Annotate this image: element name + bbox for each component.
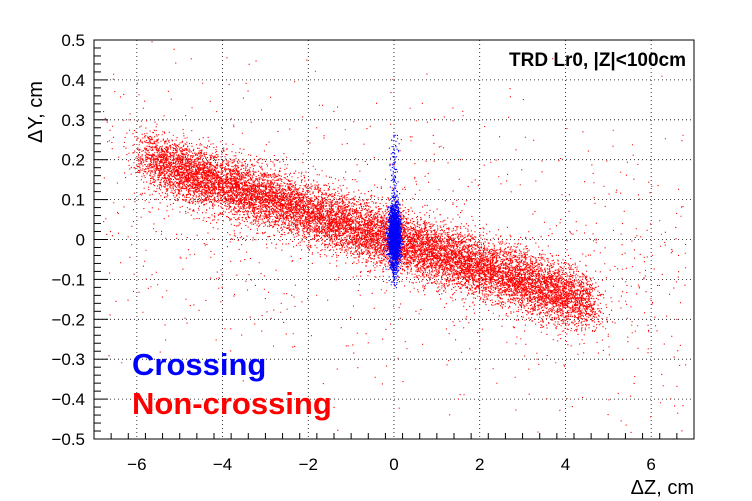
x-tick-label: 0 bbox=[389, 455, 398, 474]
y-tick-label: −0.5 bbox=[51, 430, 85, 449]
y-axis-title: ΔY, cm bbox=[25, 81, 47, 143]
legend-crossing: Crossing bbox=[132, 347, 266, 382]
x-tick-label: −4 bbox=[213, 455, 232, 474]
tick-labels: −6 −4 −2 0 2 4 6 −0.5 −0.4 −0.3 −0.2 −0.1 0 0.1 0.2 0.3… bbox=[51, 31, 655, 474]
x-tick-label: 4 bbox=[561, 455, 570, 474]
x-axis-title: ΔZ, cm bbox=[631, 477, 694, 499]
crossing-markers bbox=[382, 134, 406, 289]
y-tick-label: −0.2 bbox=[51, 310, 85, 329]
x-tick-label: 6 bbox=[646, 455, 655, 474]
x-tick-label: −2 bbox=[299, 455, 318, 474]
y-tick-label: −0.4 bbox=[51, 390, 85, 409]
x-tick-label: −6 bbox=[127, 455, 146, 474]
y-tick-label: 0.5 bbox=[61, 31, 85, 50]
y-tick-label: 0.3 bbox=[61, 111, 85, 130]
legend-non-crossing: Non-crossing bbox=[132, 386, 332, 421]
y-tick-label: 0.2 bbox=[61, 151, 85, 170]
x-tick-label: 2 bbox=[475, 455, 484, 474]
y-tick-label: 0.1 bbox=[61, 191, 85, 210]
y-tick-label: 0.4 bbox=[61, 71, 85, 90]
y-tick-label: −0.3 bbox=[51, 350, 85, 369]
series-crossing-points bbox=[382, 134, 406, 289]
chart-title: TRD Lr0, |Z|<100cm bbox=[509, 50, 686, 71]
y-tick-label: −0.1 bbox=[51, 270, 85, 289]
y-tick-label: 0 bbox=[76, 231, 85, 250]
axis-ticks bbox=[93, 39, 695, 440]
